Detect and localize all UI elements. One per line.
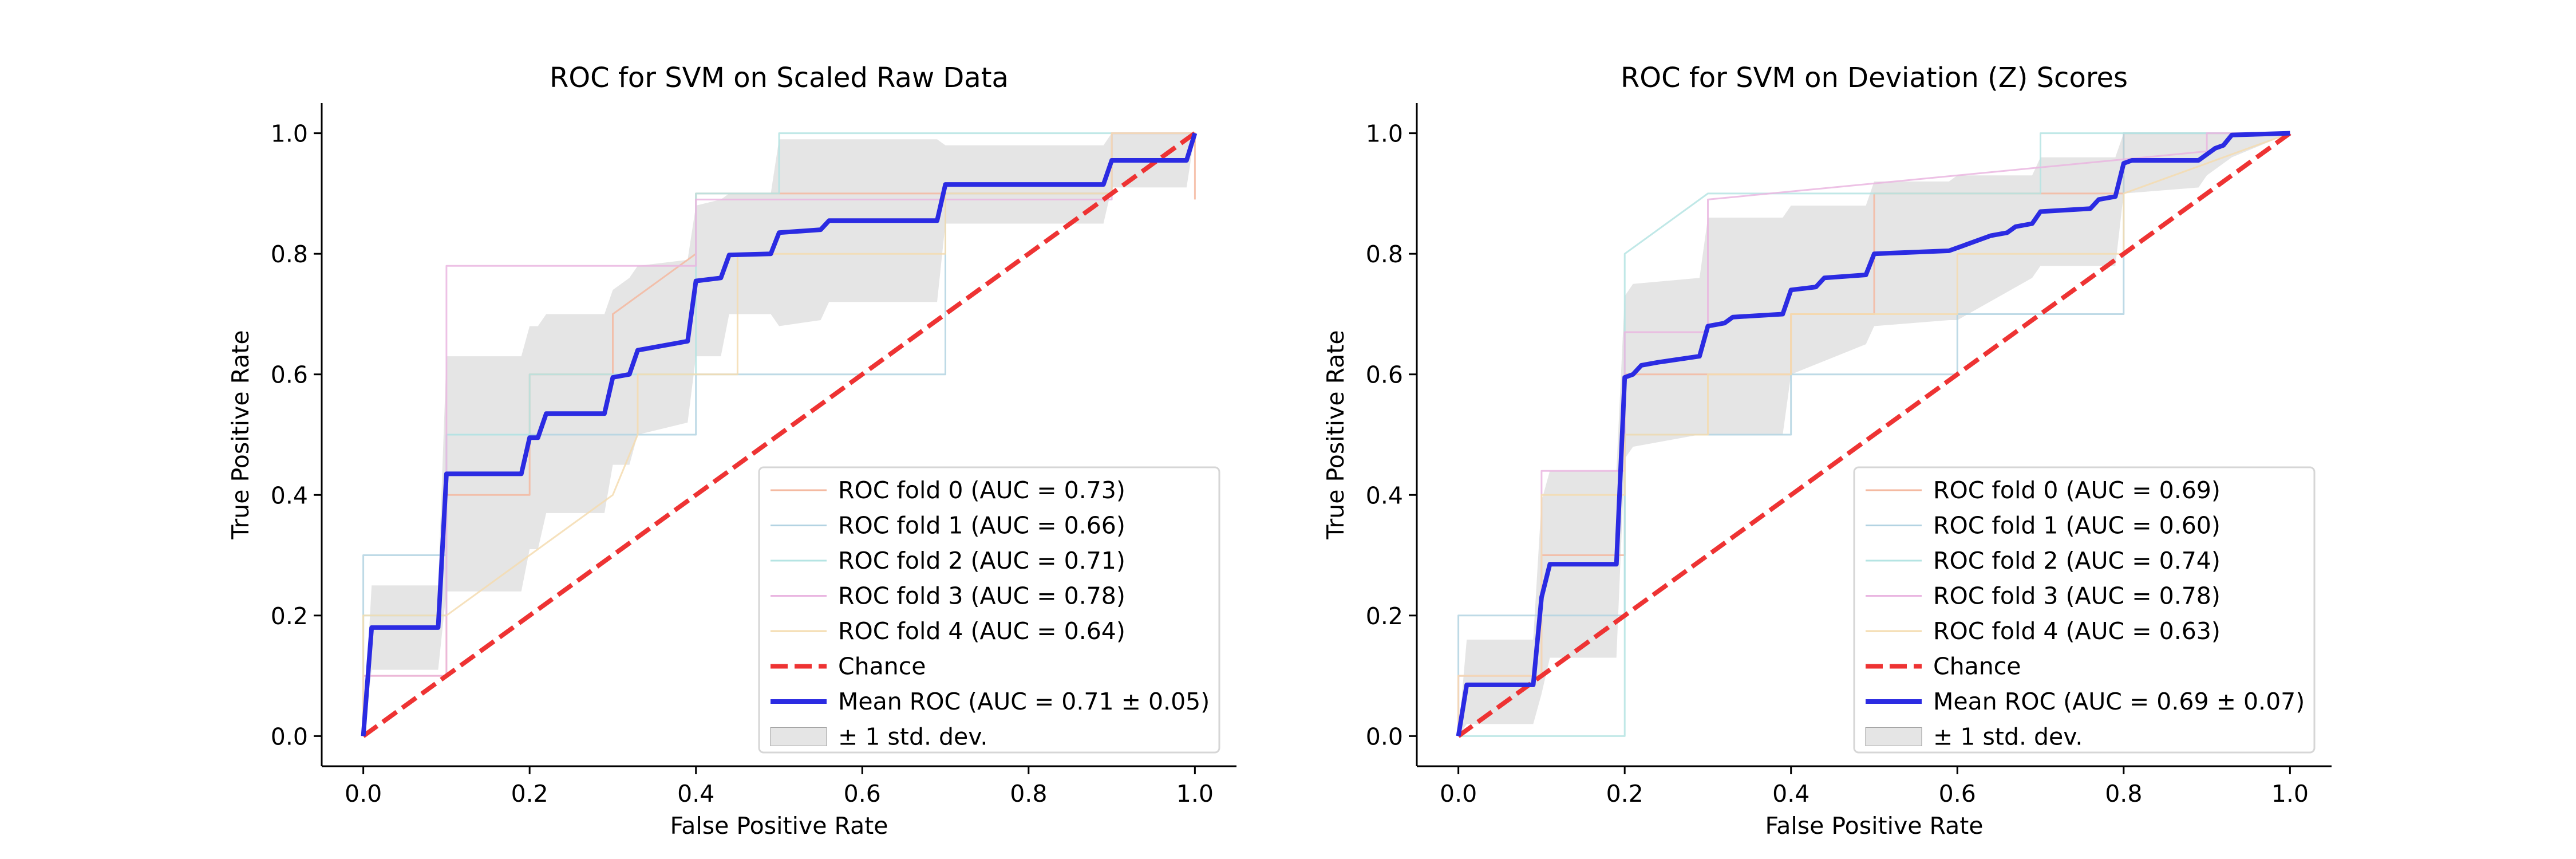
roc-fold-line-4 <box>1457 132 2290 736</box>
roc-fold-line-2 <box>1458 132 2290 737</box>
legend-entry: Chance <box>838 653 926 680</box>
roc-fold-line-4 <box>362 132 1195 736</box>
legend-entry: ROC fold 4 (AUC = 0.64) <box>838 617 1125 645</box>
x-tick-label: 0.0 <box>345 780 382 807</box>
x-tick-label: 0.4 <box>1772 780 1809 807</box>
x-tick-label: 0.0 <box>1440 780 1477 807</box>
y-tick-label: 0.4 <box>1366 482 1403 509</box>
y-tick-label: 0.8 <box>271 241 308 268</box>
y-tick-label: 1.0 <box>1366 120 1403 148</box>
legend: ROC fold 0 (AUC = 0.73) ROC fold 1 (AUC =… <box>758 466 1220 754</box>
y-tick-label: 0.0 <box>271 723 308 750</box>
y-tick-label: 0.2 <box>1366 602 1403 630</box>
x-axis-label: False Positive Rate <box>1765 812 1983 840</box>
legend-entry: ROC fold 3 (AUC = 0.78) <box>838 582 1125 610</box>
y-axis-label: True Positive Rate <box>227 330 254 539</box>
legend-frame <box>758 466 1220 754</box>
x-axis-label: False Positive Rate <box>670 812 888 840</box>
roc-panel-1: 0.0 0.2 0.4 0.6 0.8 1.0 0.0 0.2 0.4 0.6 0.8 1.0 ROC … <box>1322 62 2332 840</box>
y-tick-label: 0.4 <box>271 482 308 509</box>
legend-entry: ROC fold 2 (AUC = 0.74) <box>1933 547 2221 574</box>
y-axis-label: True Positive Rate <box>1322 330 1349 539</box>
y-tick-label: 0.8 <box>1366 241 1403 268</box>
std-dev-band <box>1458 133 2290 736</box>
legend-entry: ± 1 std. dev. <box>838 723 987 751</box>
x-tick-label: 0.8 <box>2105 780 2142 807</box>
x-tick-label: 0.2 <box>511 780 548 807</box>
y-tick-label: 1.0 <box>271 120 308 148</box>
x-tick-label: 0.4 <box>677 780 714 807</box>
mean-roc-line <box>1456 131 2290 737</box>
legend-entry: Chance <box>1933 653 2021 680</box>
legend-entry: ROC fold 4 (AUC = 0.63) <box>1933 617 2221 645</box>
legend-frame <box>1853 466 2316 754</box>
x-tick-label: 0.8 <box>1010 780 1047 807</box>
y-tick-label: 0.0 <box>1366 723 1403 750</box>
mean-roc-line <box>361 132 1198 736</box>
legend-entry: ROC fold 0 (AUC = 0.73) <box>838 476 1125 504</box>
legend-swatch <box>770 727 827 746</box>
legend-entry: ROC fold 1 (AUC = 0.60) <box>1933 512 2221 539</box>
legend-entry: ROC fold 1 (AUC = 0.66) <box>838 512 1125 539</box>
legend-entry: ROC fold 3 (AUC = 0.78) <box>1933 582 2221 610</box>
chart-title: ROC for SVM on Scaled Raw Data <box>550 62 1009 94</box>
x-tick-label: 0.6 <box>844 780 881 807</box>
y-tick-label: 0.6 <box>271 361 308 389</box>
legend-entry: Mean ROC (AUC = 0.69 ± 0.07) <box>1933 688 2305 715</box>
legend-entry: Mean ROC (AUC = 0.71 ± 0.05) <box>838 688 1210 715</box>
y-tick-label: 0.6 <box>1366 361 1403 389</box>
chance-line <box>362 131 1196 738</box>
legend-entry: ± 1 std. dev. <box>1933 723 2083 751</box>
roc-panel-0: 0.0 0.2 0.4 0.6 0.8 1.0 0.0 0.2 0.4 0.6 0.8 1.0 ROC … <box>227 62 1236 840</box>
legend-swatch <box>1865 727 1922 746</box>
legend-entry: ROC fold 2 (AUC = 0.71) <box>838 547 1125 574</box>
x-tick-label: 0.6 <box>1939 780 1976 807</box>
y-tick-label: 0.2 <box>271 602 308 630</box>
x-tick-label: 1.0 <box>1176 780 1214 807</box>
chart-title: ROC for SVM on Deviation (Z) Scores <box>1621 62 2128 94</box>
chance-line <box>1457 131 2291 738</box>
legend: ROC fold 0 (AUC = 0.69) ROC fold 1 (AUC =… <box>1853 466 2316 754</box>
legend-entry: ROC fold 0 (AUC = 0.69) <box>1933 476 2221 504</box>
x-tick-label: 0.2 <box>1606 780 1643 807</box>
x-tick-label: 1.0 <box>2271 780 2309 807</box>
